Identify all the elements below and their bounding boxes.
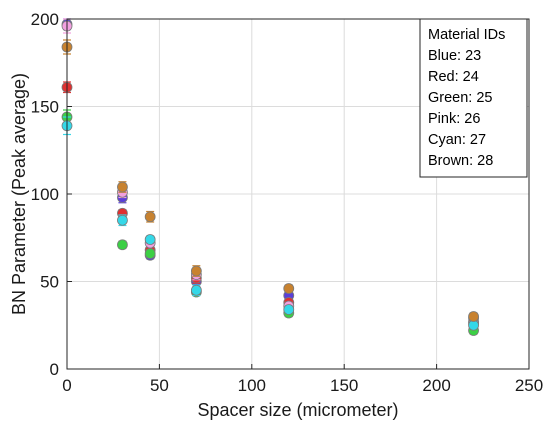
y-tick-label-3: 150 [31, 98, 59, 117]
y-tick-label-4: 200 [31, 10, 59, 29]
data-point [117, 239, 128, 251]
x-tick-label-3: 150 [330, 376, 358, 395]
plot-frame [66, 18, 530, 370]
data-point [190, 265, 202, 277]
x-tick-label-1: 50 [150, 376, 169, 395]
legend-box [419, 18, 528, 178]
legend-entry-brown: Brown: 28 [428, 153, 493, 169]
data-point [144, 234, 156, 245]
series-4 [61, 116, 479, 331]
legend-entry-green: Green: 25 [428, 90, 493, 106]
y-tick-label-2: 100 [31, 185, 59, 204]
series-0 [61, 18, 479, 324]
y-tick-label-1: 50 [40, 273, 59, 292]
x-tick-label-5: 250 [515, 376, 543, 395]
series-1 [61, 81, 479, 328]
series-5 [61, 39, 479, 322]
data-point [468, 311, 479, 322]
data-point [190, 284, 202, 296]
x-tick-label-4: 200 [422, 376, 450, 395]
legend-entry-cyan: Cyan: 27 [428, 132, 486, 148]
legend-entry-red: Red: 24 [428, 69, 479, 85]
legend-title: Material IDs [428, 27, 505, 43]
data-point [283, 283, 295, 294]
x-tick-label-0: 0 [62, 376, 71, 395]
series-3 [61, 18, 479, 329]
legend-entry-pink: Pink: 26 [428, 111, 480, 127]
legend-entry-blue: Blue: 23 [428, 48, 481, 64]
data-point [283, 304, 295, 315]
data-point [144, 211, 156, 223]
y-tick-label-0: 0 [50, 360, 59, 379]
y-axis-label: BN Parameter (Peak average) [9, 73, 29, 315]
data-point [117, 214, 128, 226]
data-points [61, 18, 479, 336]
x-tick-label-2: 100 [238, 376, 266, 395]
legend: Material IDs Blue: 23 Red: 24 Green: 25 … [419, 18, 528, 178]
data-point [117, 181, 128, 193]
x-axis-label: Spacer size (micrometer) [197, 400, 398, 420]
axis-ticks: 0 50 100 150 200 250 0 50 100 150 200 [31, 10, 544, 395]
data-point [144, 248, 156, 259]
